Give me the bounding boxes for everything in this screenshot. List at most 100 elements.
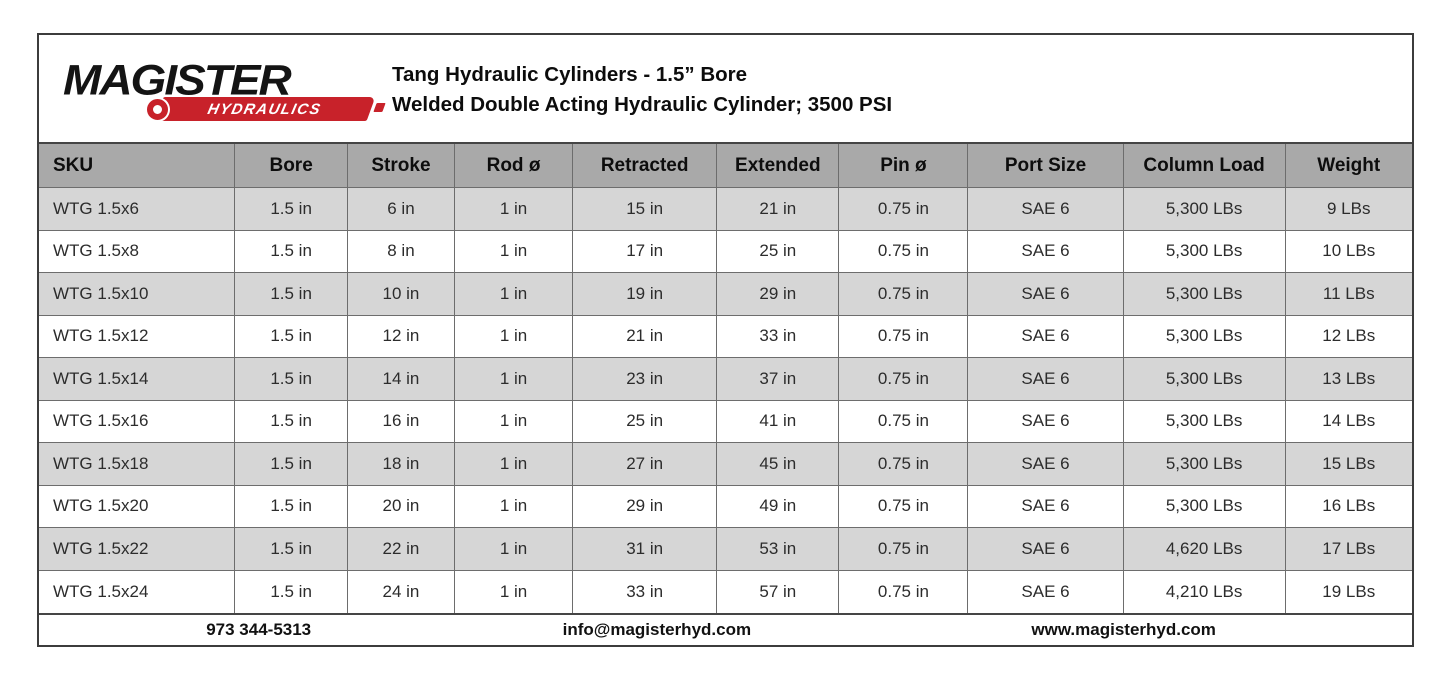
column-header-stroke: Stroke	[348, 144, 455, 187]
sheet-header: MAGISTER HYDRAULICS Tang Hydraulic Cylin…	[39, 35, 1412, 142]
table-cell: WTG 1.5x10	[39, 273, 236, 315]
table-cell: 0.75 in	[839, 315, 969, 357]
table-cell: 14 LBs	[1322, 411, 1376, 431]
table-cell: WTG 1.5x12	[39, 315, 236, 357]
table-cell: 16 LBs	[1322, 496, 1376, 516]
table-cell: 10 in	[348, 273, 455, 315]
table-cell: 13 LBs	[1322, 368, 1376, 388]
table-cell: 5,300 LBs	[1124, 358, 1286, 400]
table-cell: 1 in	[455, 570, 574, 613]
table-cell: 5,300 LBs	[1124, 443, 1286, 485]
table-cell: 0.75 in	[839, 485, 969, 527]
table-cell: 9 LBs	[1327, 198, 1371, 218]
table-cell: 0.75 in	[839, 230, 969, 272]
table-cell: 1 in	[455, 485, 574, 527]
table-cell: 1 in	[455, 273, 574, 315]
column-header-extended: Extended	[717, 144, 840, 187]
table-cell: SAE 6	[968, 528, 1124, 570]
table-cell: 0.75 in	[839, 273, 969, 315]
spec-table-header-row: SKU Bore Stroke Rod ø Retracted Extended Pin ø…	[39, 142, 1412, 188]
banner-tail-icon	[373, 103, 386, 112]
table-row: WTG 1.5x12 1.5 in 12 in 1 in 21 in 33 in 0.75 …	[39, 315, 1412, 358]
table-row: WTG 1.5x20 1.5 in 20 in 1 in 29 in 49 in 0.75 …	[39, 485, 1412, 528]
table-row: WTG 1.5x16 1.5 in 16 in 1 in 25 in 41 in 0.75 …	[39, 400, 1412, 443]
footer-website: www.magisterhyd.com	[1031, 620, 1216, 639]
table-cell: 24 in	[348, 570, 455, 613]
table-cell: 25 in	[717, 230, 840, 272]
table-cell: 5,300 LBs	[1124, 230, 1286, 272]
table-row: WTG 1.5x6 1.5 in 6 in 1 in 15 in 21 in 0.75 in…	[39, 188, 1412, 231]
table-cell: 21 in	[573, 315, 718, 357]
brand-logo: MAGISTER HYDRAULICS	[63, 51, 386, 129]
table-cell: 1.5 in	[235, 358, 348, 400]
table-cell: 21 in	[717, 188, 840, 230]
table-cell: 1.5 in	[235, 443, 348, 485]
spec-table-body: WTG 1.5x6 1.5 in 6 in 1 in 15 in 21 in 0.75 in…	[39, 188, 1412, 613]
table-cell: 19 LBs	[1322, 581, 1376, 601]
sheet-title-line1: Tang Hydraulic Cylinders - 1.5” Bore	[392, 63, 748, 86]
table-cell: 1.5 in	[235, 528, 348, 570]
table-cell: 19 in	[573, 273, 718, 315]
table-cell: 23 in	[573, 358, 718, 400]
table-cell: 49 in	[717, 485, 840, 527]
table-cell: 53 in	[717, 528, 840, 570]
sheet-title: Tang Hydraulic Cylinders - 1.5” Bore Wel…	[392, 60, 892, 120]
spec-sheet-card: MAGISTER HYDRAULICS Tang Hydraulic Cylin…	[37, 33, 1414, 647]
table-cell: SAE 6	[968, 358, 1124, 400]
table-row: WTG 1.5x24 1.5 in 24 in 1 in 33 in 57 in 0.75 …	[39, 570, 1412, 613]
table-row: WTG 1.5x10 1.5 in 10 in 1 in 19 in 29 in 0.75 …	[39, 273, 1412, 316]
table-cell: 15 in	[573, 188, 718, 230]
table-cell: 5,300 LBs	[1124, 485, 1286, 527]
table-cell: 17 LBs	[1322, 538, 1376, 558]
footer-phone: 973 344-5313	[206, 620, 312, 639]
table-cell: 57 in	[717, 570, 840, 613]
table-cell: WTG 1.5x22	[39, 528, 236, 570]
table-cell: 5,300 LBs	[1124, 315, 1286, 357]
table-cell: 5,300 LBs	[1124, 400, 1286, 442]
table-cell: WTG 1.5x6	[39, 188, 236, 230]
table-cell: WTG 1.5x16	[39, 400, 236, 442]
table-cell: 1 in	[455, 315, 574, 357]
table-cell: WTG 1.5x14	[39, 358, 236, 400]
table-cell: 1 in	[455, 400, 574, 442]
sheet-footer: 973 344-5313 info@magisterhyd.com www.ma…	[39, 613, 1412, 645]
table-cell: WTG 1.5x8	[39, 230, 236, 272]
table-row: WTG 1.5x8 1.5 in 8 in 1 in 17 in 25 in 0.75 in…	[39, 230, 1412, 273]
table-cell: 25 in	[573, 400, 718, 442]
brand-subtext: HYDRAULICS	[206, 100, 324, 118]
table-cell: 11 LBs	[1322, 283, 1375, 303]
table-cell: 1 in	[455, 230, 574, 272]
table-cell: SAE 6	[968, 315, 1124, 357]
table-cell: 31 in	[573, 528, 718, 570]
table-cell: 4,210 LBs	[1124, 570, 1286, 613]
table-cell: 16 in	[348, 400, 455, 442]
table-cell: 37 in	[717, 358, 840, 400]
table-cell: 20 in	[348, 485, 455, 527]
table-cell: 0.75 in	[839, 443, 969, 485]
table-cell: 1.5 in	[235, 400, 348, 442]
table-cell: 0.75 in	[839, 188, 969, 230]
table-cell: 22 in	[348, 528, 455, 570]
cylinder-pin-icon	[147, 99, 168, 120]
table-cell: 5,300 LBs	[1124, 273, 1286, 315]
brand-wordmark: MAGISTER	[63, 56, 292, 104]
table-cell: 1 in	[455, 188, 574, 230]
table-cell: SAE 6	[968, 443, 1124, 485]
table-cell: 27 in	[573, 443, 718, 485]
table-cell: 1.5 in	[235, 485, 348, 527]
column-header-rod: Rod ø	[455, 144, 574, 187]
table-cell: 14 in	[348, 358, 455, 400]
table-cell: 41 in	[717, 400, 840, 442]
table-cell: 1.5 in	[235, 570, 348, 613]
table-cell: 1 in	[455, 358, 574, 400]
table-cell: 1.5 in	[235, 230, 348, 272]
table-cell: 6 in	[348, 188, 455, 230]
table-cell: WTG 1.5x20	[39, 485, 236, 527]
table-row: WTG 1.5x22 1.5 in 22 in 1 in 31 in 53 in 0.75 …	[39, 528, 1412, 571]
table-cell: SAE 6	[968, 400, 1124, 442]
sheet-title-line2: Welded Double Acting Hydraulic Cylinder;…	[392, 93, 893, 116]
column-header-weight: Weight	[1317, 154, 1381, 176]
column-header-port-size: Port Size	[968, 144, 1124, 187]
column-header-bore: Bore	[235, 144, 348, 187]
table-cell: 33 in	[717, 315, 840, 357]
